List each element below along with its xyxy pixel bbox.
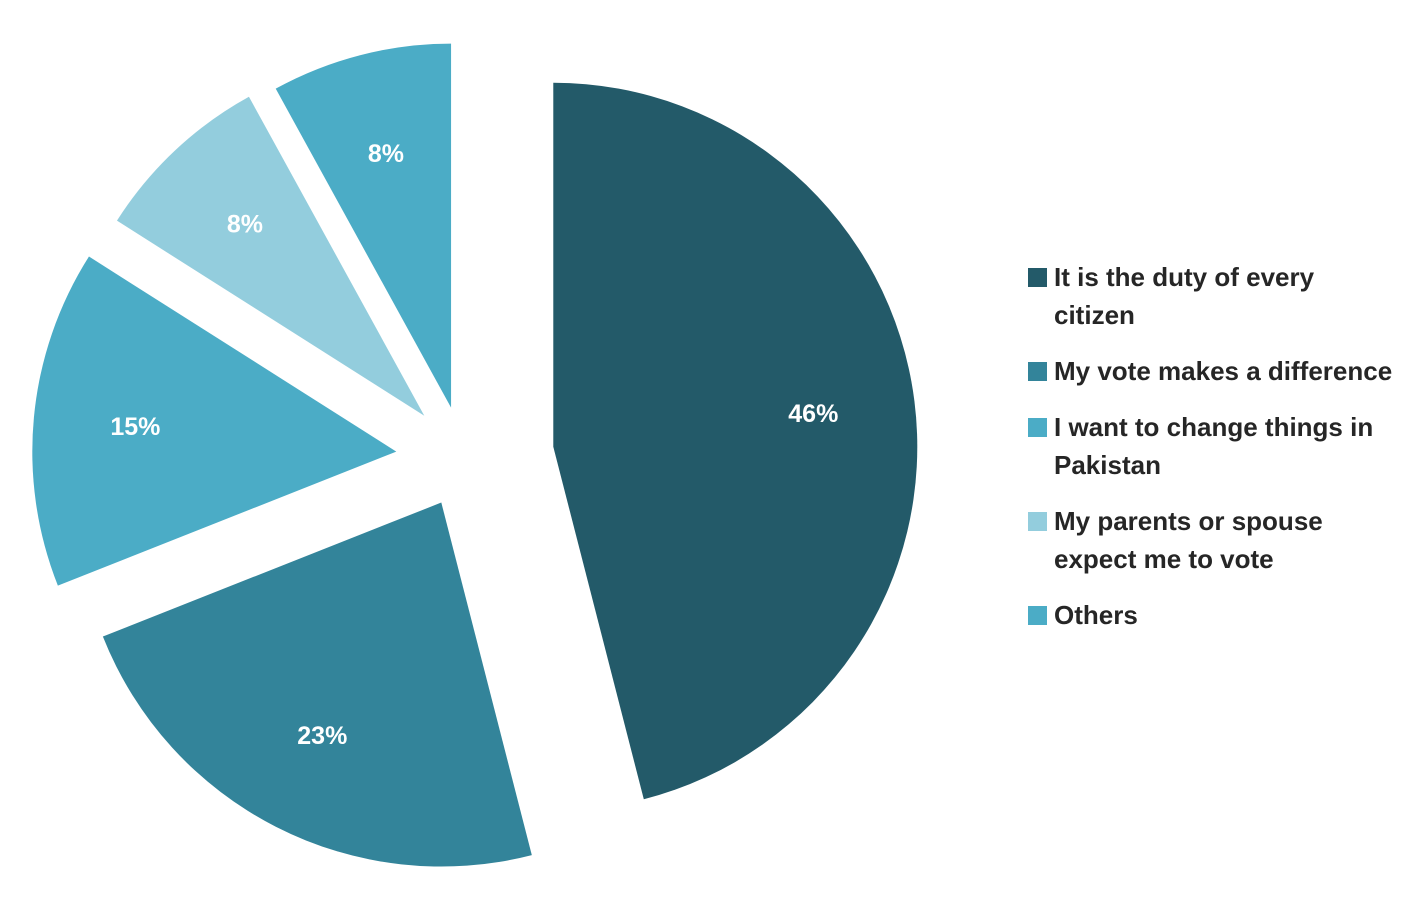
slice-data-label: 23% bbox=[297, 722, 347, 750]
slice-data-label: 8% bbox=[368, 140, 404, 168]
legend-swatch bbox=[1028, 512, 1047, 531]
pie-slice bbox=[116, 96, 425, 416]
slice-data-label: 15% bbox=[110, 413, 160, 441]
legend-item: My vote makes a difference bbox=[1028, 352, 1400, 390]
pie-slice bbox=[102, 502, 532, 867]
pie-slice bbox=[553, 82, 918, 800]
slice-data-label: 8% bbox=[227, 211, 263, 239]
legend-item: Others bbox=[1028, 596, 1400, 634]
legend-label: My parents or spouse expect me to vote bbox=[1054, 506, 1323, 574]
legend-swatch bbox=[1028, 418, 1047, 437]
pie-slices bbox=[32, 43, 918, 867]
legend-item: It is the duty of every citizen bbox=[1028, 258, 1400, 334]
legend-swatch bbox=[1028, 362, 1047, 381]
legend-label: My vote makes a difference bbox=[1054, 356, 1393, 386]
slice-data-label: 46% bbox=[788, 400, 838, 428]
legend-item: My parents or spouse expect me to vote bbox=[1028, 502, 1400, 578]
pie-slice-labels: 46% 23% 15% 8% 8% bbox=[110, 140, 838, 750]
pie-slice bbox=[32, 256, 397, 586]
legend-item: I want to change things in Pakistan bbox=[1028, 408, 1400, 484]
legend-label: It is the duty of every citizen bbox=[1054, 262, 1315, 330]
pie-slice bbox=[275, 43, 452, 408]
legend-label: Others bbox=[1054, 600, 1138, 630]
legend-label: I want to change things in Pakistan bbox=[1054, 412, 1374, 480]
legend-swatch bbox=[1028, 268, 1047, 287]
legend-swatch bbox=[1028, 606, 1047, 625]
legend: It is the duty of every citizen My vote m… bbox=[1028, 258, 1400, 652]
